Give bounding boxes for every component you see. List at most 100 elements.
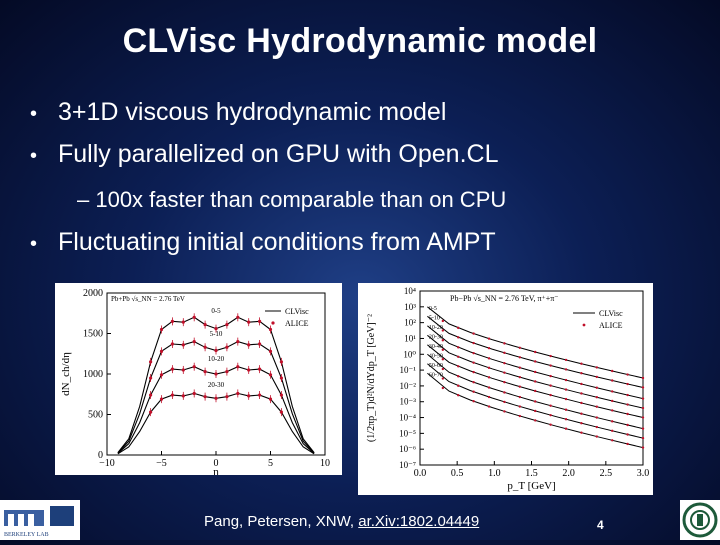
sub-bullet: – 100x faster than comparable than on CP… bbox=[77, 187, 507, 212]
data-point bbox=[595, 435, 599, 438]
centrality-label: 0-5 bbox=[429, 306, 437, 312]
data-point bbox=[518, 405, 522, 408]
data-point bbox=[441, 377, 445, 380]
y-tick-label: 500 bbox=[88, 410, 103, 421]
data-point bbox=[611, 399, 614, 403]
data-point bbox=[534, 419, 537, 422]
legend-point-swatch bbox=[582, 323, 586, 327]
data-point bbox=[441, 348, 445, 351]
data-point bbox=[487, 386, 491, 389]
y-tick-label: 10⁻⁵ bbox=[399, 428, 416, 438]
data-point bbox=[441, 367, 445, 371]
data-point bbox=[611, 439, 614, 442]
page-number: 4 bbox=[597, 518, 604, 532]
centrality-label: 10-20 bbox=[208, 355, 225, 363]
data-point bbox=[472, 381, 475, 384]
y-tick-label: 1500 bbox=[83, 329, 103, 340]
data-point bbox=[595, 396, 599, 399]
data-point bbox=[472, 370, 475, 374]
data-point bbox=[534, 370, 537, 374]
footer-authors: Pang, Petersen, XNW, bbox=[204, 513, 359, 530]
data-point bbox=[457, 394, 460, 397]
legend-point-swatch bbox=[271, 321, 275, 325]
data-point bbox=[487, 357, 491, 360]
y-axis-label: (1/2πp_T)d²N/dYdp_T [GeV]⁻² bbox=[366, 314, 377, 442]
data-point bbox=[549, 393, 552, 397]
data-point bbox=[503, 342, 506, 345]
chart-right-panel: 0.0 0.5 1.0 1.5 2.0 2.5 3.0 10⁴ 10³ 10² 10¹ 10⁰ 10⁻¹… bbox=[358, 283, 653, 495]
x-tick-label: 1.0 bbox=[488, 468, 501, 479]
y-tick-label: 10⁻¹ bbox=[400, 365, 417, 375]
bullet-3-text: Fluctuating initial conditions from AMPT bbox=[58, 228, 496, 256]
x-axis-label: p_T [GeV] bbox=[507, 480, 555, 492]
data-point bbox=[441, 386, 445, 390]
chart-left-panel: −10 −5 0 5 10 0 500 1000 1500 2000 η dN_ch/dη Pb+Pb … bbox=[55, 283, 342, 478]
y-tick-label: 10⁻³ bbox=[400, 397, 417, 407]
centrality-label: 50-60 bbox=[429, 363, 443, 369]
data-point bbox=[534, 360, 537, 363]
y-tick-label: 10¹ bbox=[404, 333, 416, 343]
data-point bbox=[457, 375, 460, 378]
legend-entry: ALICE bbox=[285, 319, 309, 328]
berkeley-lab-logo-icon: BERKELEY LAB bbox=[4, 506, 74, 538]
data-point bbox=[441, 339, 445, 342]
data-point bbox=[641, 446, 645, 449]
bullet-dot-icon: • bbox=[30, 103, 38, 125]
data-point bbox=[626, 412, 629, 416]
data-point bbox=[641, 436, 645, 440]
university-seal bbox=[680, 500, 720, 540]
data-point bbox=[641, 416, 645, 419]
y-tick-label: 10⁻⁷ bbox=[399, 460, 416, 470]
data-point bbox=[595, 425, 599, 429]
data-point bbox=[549, 364, 552, 367]
data-point bbox=[534, 389, 537, 393]
legend-entry: CLVisc bbox=[285, 307, 309, 316]
slide-title: CLVisc Hydrodynamic model bbox=[122, 22, 598, 60]
data-point bbox=[564, 408, 568, 411]
centrality-label: 10-20 bbox=[429, 325, 443, 331]
data-point bbox=[549, 354, 552, 358]
data-point bbox=[564, 358, 568, 362]
y-tick-label: 10⁴ bbox=[404, 286, 416, 296]
data-point bbox=[580, 401, 583, 405]
data-point bbox=[487, 337, 491, 340]
x-tick-label: 3.0 bbox=[637, 468, 650, 479]
data-point bbox=[503, 361, 506, 365]
y-tick-label: 10⁻² bbox=[400, 381, 417, 391]
data-point bbox=[503, 380, 506, 384]
data-point bbox=[457, 326, 460, 330]
centrality-label: 20-30 bbox=[208, 381, 225, 389]
data-point bbox=[472, 361, 475, 364]
y-tick-label: 0 bbox=[98, 450, 103, 461]
bullet-2: • Fully parallelized on GPU with Open.CL bbox=[30, 140, 498, 169]
data-point bbox=[595, 366, 599, 369]
data-point bbox=[580, 412, 583, 415]
data-point bbox=[626, 373, 629, 376]
data-point bbox=[518, 385, 522, 388]
data-point bbox=[518, 375, 522, 379]
data-point bbox=[503, 400, 506, 404]
centrality-label: 60-70 bbox=[429, 372, 443, 378]
series-line bbox=[117, 366, 315, 454]
data-point bbox=[457, 384, 460, 387]
x-tick-label: 2.0 bbox=[562, 468, 575, 479]
data-point bbox=[534, 380, 537, 383]
arxiv-link[interactable]: ar.Xiv:1802.04449 bbox=[358, 513, 480, 530]
bullet-3: • Fluctuating initial conditions from AM… bbox=[30, 228, 496, 257]
x-tick-label: 2.5 bbox=[600, 468, 613, 479]
centrality-label: 0-5 bbox=[211, 307, 221, 315]
data-point bbox=[487, 346, 491, 350]
data-point bbox=[534, 400, 537, 403]
x-tick-label: 0.0 bbox=[414, 468, 427, 479]
data-point bbox=[564, 418, 568, 421]
data-point bbox=[626, 423, 629, 427]
data-point bbox=[611, 390, 614, 393]
data-point bbox=[595, 405, 599, 408]
data-point bbox=[457, 346, 460, 349]
data-point bbox=[503, 351, 506, 355]
data-point bbox=[518, 356, 522, 359]
data-point bbox=[564, 388, 568, 391]
chart-left: −10 −5 0 5 10 0 500 1000 1500 2000 η dN_ch/dη Pb+Pb … bbox=[60, 288, 330, 478]
bullet-dot-icon: • bbox=[30, 233, 38, 255]
centrality-label: 5-10 bbox=[429, 315, 440, 321]
